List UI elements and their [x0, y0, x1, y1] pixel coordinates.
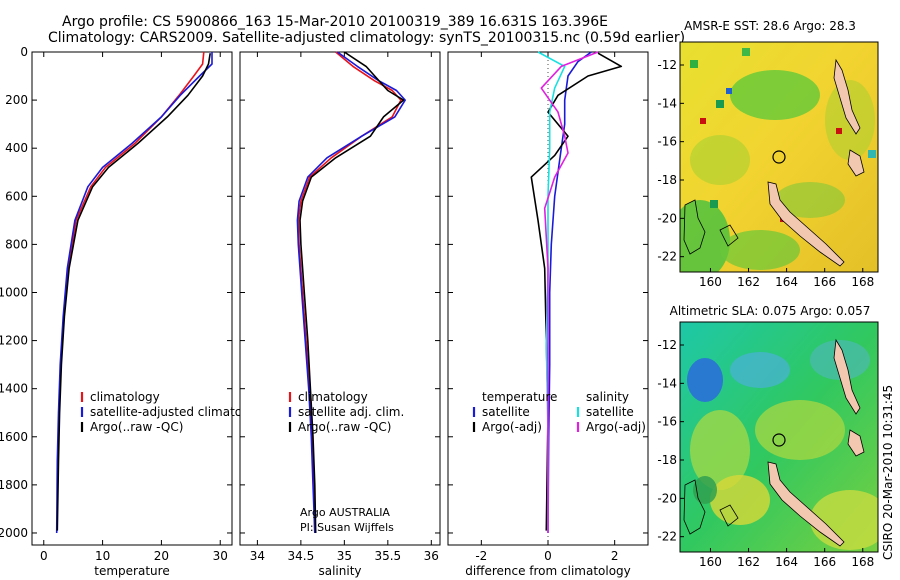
sst-argo-marker — [772, 150, 786, 164]
sla_map-xtick-label: 166 — [813, 555, 836, 569]
temperature-axes-frame — [31, 51, 233, 546]
sla_map-xtick-label: 162 — [737, 555, 760, 569]
sla_map-ytick-label: -12 — [657, 338, 677, 352]
sst_map-xtick-label: 162 — [737, 275, 760, 289]
sla_map-ytick-label: -14 — [657, 376, 677, 390]
temperature-legend-label: Argo(..raw -QC) — [90, 420, 183, 434]
difference-xtick-label: 2 — [611, 549, 619, 563]
sst_map-ytick-label: -12 — [657, 58, 677, 72]
temperature-xtick-label: 20 — [154, 549, 169, 563]
depth-tick-label: 400 — [5, 141, 28, 155]
difference-xtick-label: -2 — [475, 549, 487, 563]
depth-tick-label: 2000 — [0, 526, 28, 540]
sst_map-ytick-label: -16 — [657, 135, 677, 149]
panel-salinity: 34 34.5 35 35.5 36 salinity climatologysatelli… — [239, 51, 441, 578]
depth-tick-label: 1800 — [0, 478, 28, 492]
sla_map-ytick-label: -16 — [657, 415, 677, 429]
diff-legend-temperature-label: Argo(-adj) — [482, 420, 542, 434]
salinity-xtick-label: 34.5 — [288, 549, 315, 563]
salinity-axes-frame — [239, 51, 441, 546]
sla_map-xtick-label: 160 — [699, 555, 722, 569]
sst_map-xtick-label: 164 — [775, 275, 798, 289]
salinity-legend-label: Argo(..raw -QC) — [298, 420, 391, 434]
salinity-legend-label: climatology — [298, 390, 368, 404]
temperature-xtick-label: 0 — [40, 549, 48, 563]
sla-map-title: Altimetric SLA: 0.075 Argo: 0.057 — [670, 304, 871, 318]
panel-temperature: 0 10 20 30 0 200 400 600 800 1000 1200 1400 1600 1800… — [0, 45, 268, 578]
sst_map-ytick-label: -18 — [657, 173, 677, 187]
sst_map-xtick-label: 168 — [851, 275, 874, 289]
diff-legend-temperature-label: satellite — [482, 405, 530, 419]
diff-legend-salinity-label: Argo(-adj) — [586, 420, 646, 434]
figure-title-line2: Climatology: CARS2009. Satellite-adjuste… — [48, 30, 686, 46]
series-argo — [56, 53, 211, 531]
difference-xlabel: difference from climatology — [465, 564, 631, 578]
sst_map-xtick-label: 160 — [699, 275, 722, 289]
sst-map: AMSR-E SST: 28.6 Argo: 28.3 1 — [657, 19, 879, 289]
credit-agency: Argo AUSTRALIA — [300, 506, 390, 519]
sla-argo-marker — [772, 433, 786, 447]
temperature-legend-label: climatology — [90, 390, 160, 404]
salinity-xlabel: salinity — [318, 564, 361, 578]
sla_map-ytick-label: -22 — [657, 530, 677, 544]
temperature-xtick-label: 10 — [95, 549, 110, 563]
temperature-legend-label: satellite-adjusted climatology — [90, 405, 268, 419]
diff-legend-temperature-label: temperature — [482, 390, 557, 404]
depth-tick-label: 1600 — [0, 430, 28, 444]
depth-tick-label: 0 — [20, 45, 28, 59]
sla_map-ytick-label: -20 — [657, 491, 677, 505]
temperature-xlabel: temperature — [94, 564, 169, 578]
sst-map-title: AMSR-E SST: 28.6 Argo: 28.3 — [684, 19, 856, 33]
salinity-xtick-label: 35 — [337, 549, 352, 563]
series-satellite — [55, 52, 213, 534]
sst_map-ytick-label: -22 — [657, 250, 677, 264]
credit-pi: PI: Susan Wijffels — [300, 521, 394, 534]
depth-tick-label: 200 — [5, 93, 28, 107]
series-salinity-argo — [540, 51, 599, 533]
sst_map-ytick-label: -20 — [657, 211, 677, 225]
depth-tick-label: 1000 — [0, 285, 28, 299]
diff-legend-salinity-label: salinity — [586, 390, 629, 404]
salinity-xtick-label: 34 — [250, 549, 265, 563]
difference-xtick-label: 0 — [544, 549, 552, 563]
figure-title-line1: Argo profile: CS 5900866_163 15-Mar-2010… — [62, 14, 609, 30]
depth-tick-label: 1200 — [0, 334, 28, 348]
sla_map-xtick-label: 164 — [775, 555, 798, 569]
sla_map-xtick-label: 168 — [851, 555, 874, 569]
salinity-xtick-label: 35.5 — [374, 549, 401, 563]
depth-tick-label: 1400 — [0, 382, 28, 396]
series-argo — [299, 51, 405, 534]
sla-map: Altimetric SLA: 0.075 Argo: 0.057 160 162… — [657, 304, 879, 569]
salinity-legend-label: satellite adj. clim. — [298, 405, 404, 419]
temperature-xtick-label: 30 — [213, 549, 228, 563]
sst_map-ytick-label: -14 — [657, 96, 677, 110]
series-satellite — [296, 51, 407, 534]
diff-legend-salinity-label: satellite — [586, 405, 634, 419]
depth-tick-label: 800 — [5, 237, 28, 251]
sst_map-xtick-label: 166 — [813, 275, 836, 289]
series-salinity-satellite — [537, 51, 566, 533]
salinity-xtick-label: 36 — [424, 549, 439, 563]
depth-tick-label: 600 — [5, 189, 28, 203]
sla_map-ytick-label: -18 — [657, 453, 677, 467]
timestamp-stamp: CSIRO 20-Mar-2010 10:31:45 — [881, 385, 895, 560]
